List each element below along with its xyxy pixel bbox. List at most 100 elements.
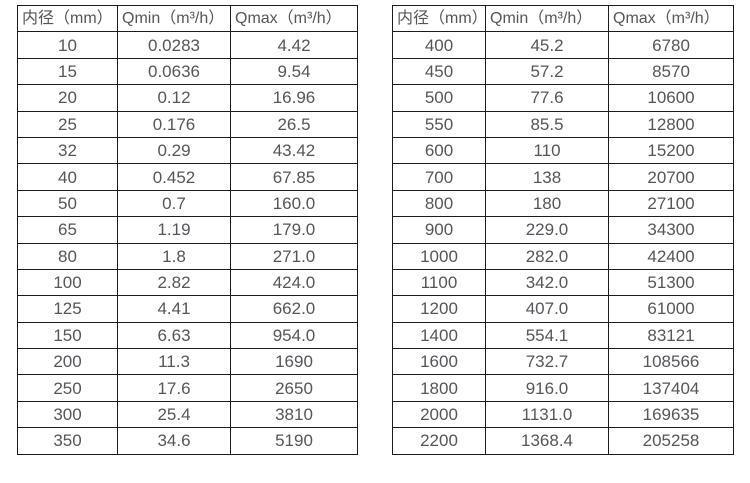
table-cell: 85.5 bbox=[485, 110, 609, 138]
table-row: 125 4.41 662.0 bbox=[17, 295, 358, 323]
table-cell: 20700 bbox=[608, 163, 734, 191]
table-cell: 0.0636 bbox=[117, 57, 231, 86]
table-row: 300 25.4 3810 bbox=[17, 400, 358, 429]
table-cell: 900 bbox=[392, 216, 486, 244]
table-cell: 110 bbox=[485, 136, 609, 165]
table-cell: 229.0 bbox=[485, 216, 609, 244]
table-body: 10 0.0283 4.42 15 0.0636 9.54 20 0.12 16.96 25 0.1… bbox=[17, 31, 358, 455]
table-cell: 61000 bbox=[608, 295, 734, 323]
table-cell: 108566 bbox=[608, 348, 734, 376]
table-body: 400 45.2 6780 450 57.2 8570 500 77.6 10600 550 85.… bbox=[392, 31, 734, 455]
table-cell: 300 bbox=[17, 400, 118, 429]
table-row: 32 0.29 43.42 bbox=[17, 136, 358, 165]
table-cell: 34300 bbox=[608, 216, 734, 244]
table-cell: 15200 bbox=[608, 136, 734, 165]
table-cell: 10 bbox=[17, 31, 118, 59]
table-cell: 77.6 bbox=[485, 84, 609, 112]
table-cell: 407.0 bbox=[485, 295, 609, 323]
table-cell: 600 bbox=[392, 136, 486, 165]
table-cell: 4.41 bbox=[117, 295, 231, 323]
table-cell: 1131.0 bbox=[485, 400, 609, 429]
table-row: 550 85.5 12800 bbox=[392, 110, 734, 138]
header-row: 内径（mm） Qmin（m³/h） Qmax（m³/h） bbox=[392, 4, 734, 33]
table-cell: 1100 bbox=[392, 268, 486, 297]
table-cell: 2650 bbox=[230, 374, 358, 402]
table-row: 40 0.452 67.85 bbox=[17, 163, 358, 191]
table-cell: 27100 bbox=[608, 189, 734, 218]
column-header: Qmin（m³/h） bbox=[485, 4, 609, 33]
table-cell: 25.4 bbox=[117, 400, 231, 429]
table-header: 内径（mm） Qmin（m³/h） Qmax（m³/h） bbox=[392, 4, 734, 33]
table-row: 1200 407.0 61000 bbox=[392, 295, 734, 323]
header-row: 内径（mm） Qmin（m³/h） Qmax（m³/h） bbox=[17, 4, 358, 33]
table-cell: 550 bbox=[392, 110, 486, 138]
table-row: 900 229.0 34300 bbox=[392, 216, 734, 244]
table-cell: 250 bbox=[17, 374, 118, 402]
table-cell: 554.1 bbox=[485, 321, 609, 350]
table-cell: 916.0 bbox=[485, 374, 609, 402]
column-header: Qmin（m³/h） bbox=[117, 4, 231, 33]
table-cell: 20 bbox=[17, 84, 118, 112]
table-cell: 0.29 bbox=[117, 136, 231, 165]
table-cell: 34.6 bbox=[117, 427, 231, 455]
table-cell: 125 bbox=[17, 295, 118, 323]
table-cell: 271.0 bbox=[230, 242, 358, 270]
table-cell: 2000 bbox=[392, 400, 486, 429]
table-cell: 1600 bbox=[392, 348, 486, 376]
table-cell: 662.0 bbox=[230, 295, 358, 323]
table-cell: 45.2 bbox=[485, 31, 609, 59]
table-cell: 954.0 bbox=[230, 321, 358, 350]
table-cell: 160.0 bbox=[230, 189, 358, 218]
table-cell: 700 bbox=[392, 163, 486, 191]
table-cell: 205258 bbox=[608, 427, 734, 455]
table-cell: 0.0283 bbox=[117, 31, 231, 59]
table-cell: 1200 bbox=[392, 295, 486, 323]
table-cell: 500 bbox=[392, 84, 486, 112]
table-cell: 800 bbox=[392, 189, 486, 218]
table-cell: 11.3 bbox=[117, 348, 231, 376]
table-cell: 9.54 bbox=[230, 57, 358, 86]
table-cell: 0.452 bbox=[117, 163, 231, 191]
table-cell: 424.0 bbox=[230, 268, 358, 297]
table-row: 2200 1368.4 205258 bbox=[392, 427, 734, 455]
table-row: 600 110 15200 bbox=[392, 136, 734, 165]
flow-spec-table-large-diameters: 内径（mm） Qmin（m³/h） Qmax（m³/h） 400 45.2 6780 45… bbox=[392, 4, 734, 455]
table-cell: 17.6 bbox=[117, 374, 231, 402]
table-row: 350 34.6 5190 bbox=[17, 427, 358, 455]
table-row: 1800 916.0 137404 bbox=[392, 374, 734, 402]
table-row: 25 0.176 26.5 bbox=[17, 110, 358, 138]
table-row: 150 6.63 954.0 bbox=[17, 321, 358, 350]
table-row: 500 77.6 10600 bbox=[392, 84, 734, 112]
table-cell: 40 bbox=[17, 163, 118, 191]
column-header: 内径（mm） bbox=[17, 4, 118, 33]
table-row: 1600 732.7 108566 bbox=[392, 348, 734, 376]
table-cell: 150 bbox=[17, 321, 118, 350]
table-cell: 6780 bbox=[608, 31, 734, 59]
table-row: 1000 282.0 42400 bbox=[392, 242, 734, 270]
table-row: 250 17.6 2650 bbox=[17, 374, 358, 402]
table-cell: 100 bbox=[17, 268, 118, 297]
table-row: 10 0.0283 4.42 bbox=[17, 31, 358, 59]
table-cell: 10600 bbox=[608, 84, 734, 112]
column-header: Qmax（m³/h） bbox=[608, 4, 734, 33]
table-row: 65 1.19 179.0 bbox=[17, 216, 358, 244]
table-cell: 4.42 bbox=[230, 31, 358, 59]
table-cell: 732.7 bbox=[485, 348, 609, 376]
table-cell: 80 bbox=[17, 242, 118, 270]
table-cell: 1.19 bbox=[117, 216, 231, 244]
table-row: 1400 554.1 83121 bbox=[392, 321, 734, 350]
table-cell: 450 bbox=[392, 57, 486, 86]
table-row: 450 57.2 8570 bbox=[392, 57, 734, 86]
table-cell: 8570 bbox=[608, 57, 734, 86]
table-cell: 1368.4 bbox=[485, 427, 609, 455]
table-cell: 57.2 bbox=[485, 57, 609, 86]
table-cell: 179.0 bbox=[230, 216, 358, 244]
table-cell: 180 bbox=[485, 189, 609, 218]
table-cell: 42400 bbox=[608, 242, 734, 270]
table-row: 700 138 20700 bbox=[392, 163, 734, 191]
table-cell: 5190 bbox=[230, 427, 358, 455]
table-cell: 350 bbox=[17, 427, 118, 455]
table-cell: 138 bbox=[485, 163, 609, 191]
table-cell: 25 bbox=[17, 110, 118, 138]
